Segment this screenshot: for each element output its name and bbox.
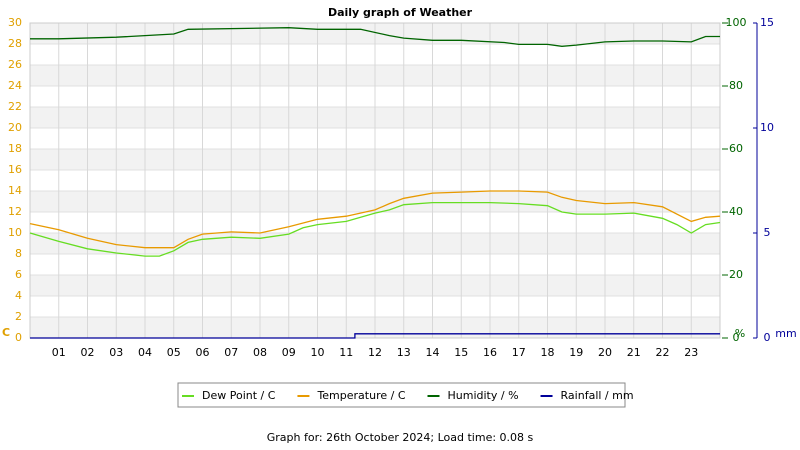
y-tick-label: 26 xyxy=(8,58,22,71)
y2-tick-label: 0 xyxy=(733,331,740,344)
series-line xyxy=(30,27,720,47)
y-tick-label: 16 xyxy=(8,163,22,176)
y2-tick-label: 100 xyxy=(726,16,747,29)
x-tick-label: 21 xyxy=(627,346,641,359)
y-tick-label: 12 xyxy=(8,205,22,218)
x-tick-label: 18 xyxy=(541,346,555,359)
x-tick-label: 19 xyxy=(569,346,583,359)
y-tick-label: 30 xyxy=(8,16,22,29)
y3-tick-label: 10 xyxy=(760,121,774,134)
y2-tick-label: 60 xyxy=(729,142,743,155)
y-tick-label: 4 xyxy=(15,289,22,302)
x-tick-label: 04 xyxy=(138,346,152,359)
y3-tick-label: 15 xyxy=(760,16,774,29)
y-tick-label: 0 xyxy=(15,331,22,344)
series-line xyxy=(29,201,721,257)
y-tick-label: 2 xyxy=(15,310,22,323)
y-tick-label: 22 xyxy=(8,100,22,113)
x-tick-label: 12 xyxy=(368,346,382,359)
y2-tick-label: 20 xyxy=(729,268,743,281)
y3-unit: mm xyxy=(775,327,796,340)
x-tick-label: 14 xyxy=(426,346,440,359)
x-tick-label: 11 xyxy=(339,346,353,359)
legend-label: Humidity / % xyxy=(448,389,519,402)
x-tick-label: 08 xyxy=(253,346,267,359)
series-line xyxy=(30,333,720,339)
y-tick-label: 6 xyxy=(15,268,22,281)
x-tick-label: 07 xyxy=(224,346,238,359)
legend-label: Dew Point / C xyxy=(202,389,276,402)
y-tick-label: 10 xyxy=(8,226,22,239)
x-tick-label: 20 xyxy=(598,346,612,359)
footer: Graph for: 26th October 2024; Load time:… xyxy=(267,431,534,444)
x-tick-label: 09 xyxy=(282,346,296,359)
y3-tick-label: 0 xyxy=(764,331,771,344)
y2-tick-label: 80 xyxy=(729,79,743,92)
plot-frame xyxy=(29,22,721,339)
x-tick-label: 23 xyxy=(684,346,698,359)
y-tick-label: 18 xyxy=(8,142,22,155)
x-tick-label: 01 xyxy=(52,346,66,359)
legend-label: Temperature / C xyxy=(316,389,405,402)
x-tick-label: 15 xyxy=(454,346,468,359)
legend-label: Rainfall / mm xyxy=(561,389,634,402)
y-tick-label: 20 xyxy=(8,121,22,134)
y-tick-label: 24 xyxy=(8,79,22,92)
y-tick-label: 8 xyxy=(15,247,22,260)
x-tick-label: 05 xyxy=(167,346,181,359)
x-tick-label: 02 xyxy=(81,346,95,359)
y-tick-label: 28 xyxy=(8,37,22,50)
x-tick-label: 03 xyxy=(109,346,123,359)
x-tick-label: 17 xyxy=(512,346,526,359)
x-tick-label: 22 xyxy=(656,346,670,359)
series-line xyxy=(29,190,721,249)
x-tick-label: 16 xyxy=(483,346,497,359)
y3-tick-label: 5 xyxy=(764,226,771,239)
x-tick-label: 13 xyxy=(397,346,411,359)
x-tick-label: 06 xyxy=(196,346,210,359)
y2-tick-label: 40 xyxy=(729,205,743,218)
y-tick-label: 14 xyxy=(8,184,22,197)
y-unit: C xyxy=(2,326,10,339)
y2-unit: % xyxy=(735,327,745,340)
chart-title: Daily graph of Weather xyxy=(328,6,473,19)
x-tick-label: 10 xyxy=(311,346,325,359)
